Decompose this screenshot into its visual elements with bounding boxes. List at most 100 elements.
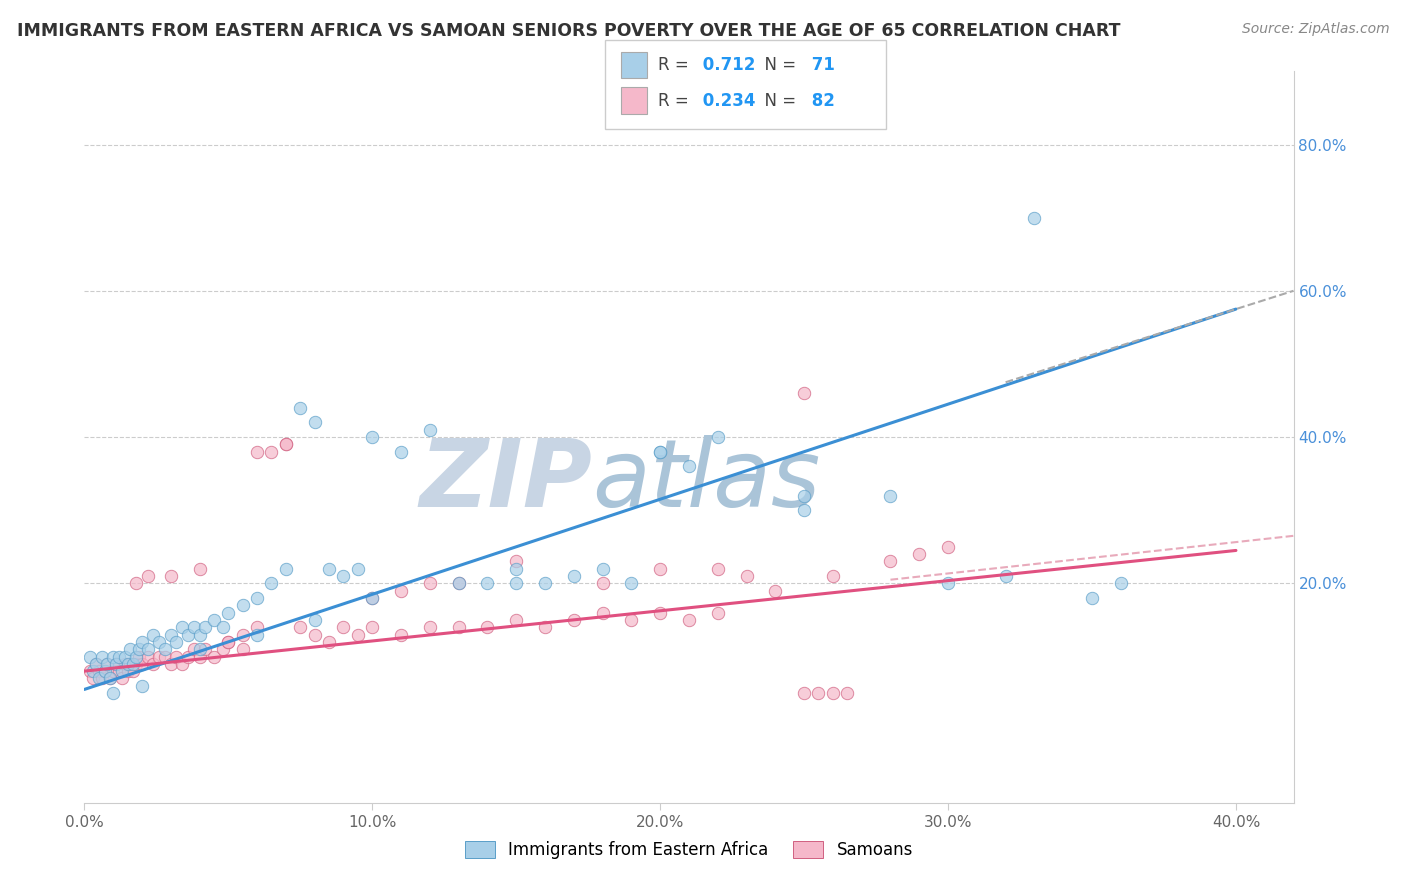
Point	[142, 627, 165, 641]
Point	[96, 657, 118, 671]
Point	[908, 547, 931, 561]
Point	[148, 649, 170, 664]
Point	[419, 576, 441, 591]
Point	[994, 569, 1017, 583]
Point	[361, 620, 384, 634]
Point	[706, 606, 728, 620]
Point	[534, 620, 557, 634]
Point	[101, 686, 124, 700]
Point	[650, 444, 672, 458]
Point	[477, 576, 499, 591]
Point	[389, 627, 412, 641]
Point	[90, 649, 112, 664]
Text: N =: N =	[754, 92, 796, 110]
Point	[232, 627, 254, 641]
Point	[128, 642, 150, 657]
Point	[592, 606, 614, 620]
Text: Source: ZipAtlas.com: Source: ZipAtlas.com	[1241, 22, 1389, 37]
Point	[477, 620, 499, 634]
Point	[389, 444, 412, 458]
Point	[108, 664, 131, 678]
Point	[347, 562, 370, 576]
Point	[82, 672, 104, 686]
Text: ZIP: ZIP	[419, 435, 592, 527]
Point	[159, 569, 181, 583]
Point	[793, 686, 815, 700]
Point	[793, 503, 815, 517]
Point	[142, 657, 165, 671]
Point	[159, 657, 181, 671]
Point	[821, 569, 844, 583]
Point	[87, 672, 110, 686]
Point	[419, 423, 441, 437]
Point	[879, 554, 901, 568]
Point	[304, 613, 326, 627]
Point	[793, 489, 815, 503]
Point	[211, 642, 233, 657]
Point	[389, 583, 412, 598]
Point	[246, 620, 269, 634]
Point	[793, 386, 815, 401]
Point	[114, 649, 136, 664]
Point	[318, 562, 340, 576]
Point	[105, 657, 128, 671]
Point	[211, 620, 233, 634]
Point	[159, 627, 181, 641]
Point	[217, 606, 239, 620]
Point	[128, 649, 150, 664]
Point	[821, 686, 844, 700]
Point	[96, 657, 118, 671]
Point	[136, 649, 159, 664]
Point	[148, 635, 170, 649]
Point	[125, 657, 148, 671]
Point	[1109, 576, 1132, 591]
Point	[592, 562, 614, 576]
Point	[304, 627, 326, 641]
Point	[177, 627, 200, 641]
Point	[90, 672, 112, 686]
Point	[105, 657, 128, 671]
Point	[650, 444, 672, 458]
Point	[807, 686, 830, 700]
Point	[183, 620, 205, 634]
Point	[232, 642, 254, 657]
Point	[114, 657, 136, 671]
Point	[131, 657, 153, 671]
Point	[98, 672, 121, 686]
Point	[183, 642, 205, 657]
Legend: Immigrants from Eastern Africa, Samoans: Immigrants from Eastern Africa, Samoans	[457, 833, 921, 868]
Point	[562, 613, 585, 627]
Point	[347, 627, 370, 641]
Point	[117, 664, 139, 678]
Point	[246, 591, 269, 605]
Point	[125, 649, 148, 664]
Point	[505, 576, 527, 591]
Point	[274, 562, 297, 576]
Text: atlas: atlas	[592, 435, 821, 526]
Point	[332, 569, 354, 583]
Text: IMMIGRANTS FROM EASTERN AFRICA VS SAMOAN SENIORS POVERTY OVER THE AGE OF 65 CORR: IMMIGRANTS FROM EASTERN AFRICA VS SAMOAN…	[17, 22, 1121, 40]
Point	[290, 401, 312, 415]
Point	[361, 591, 384, 605]
Point	[153, 642, 176, 657]
Point	[79, 664, 101, 678]
Point	[505, 613, 527, 627]
Point	[232, 599, 254, 613]
Point	[194, 642, 217, 657]
Point	[620, 613, 643, 627]
Point	[735, 569, 758, 583]
Point	[1081, 591, 1104, 605]
Text: 71: 71	[806, 56, 835, 74]
Point	[131, 679, 153, 693]
Point	[120, 642, 142, 657]
Point	[136, 642, 159, 657]
Point	[111, 672, 134, 686]
Point	[111, 664, 134, 678]
Point	[361, 430, 384, 444]
Point	[879, 489, 901, 503]
Point	[188, 649, 211, 664]
Point	[122, 657, 145, 671]
Point	[290, 620, 312, 634]
Text: 0.712: 0.712	[697, 56, 756, 74]
Point	[122, 664, 145, 678]
